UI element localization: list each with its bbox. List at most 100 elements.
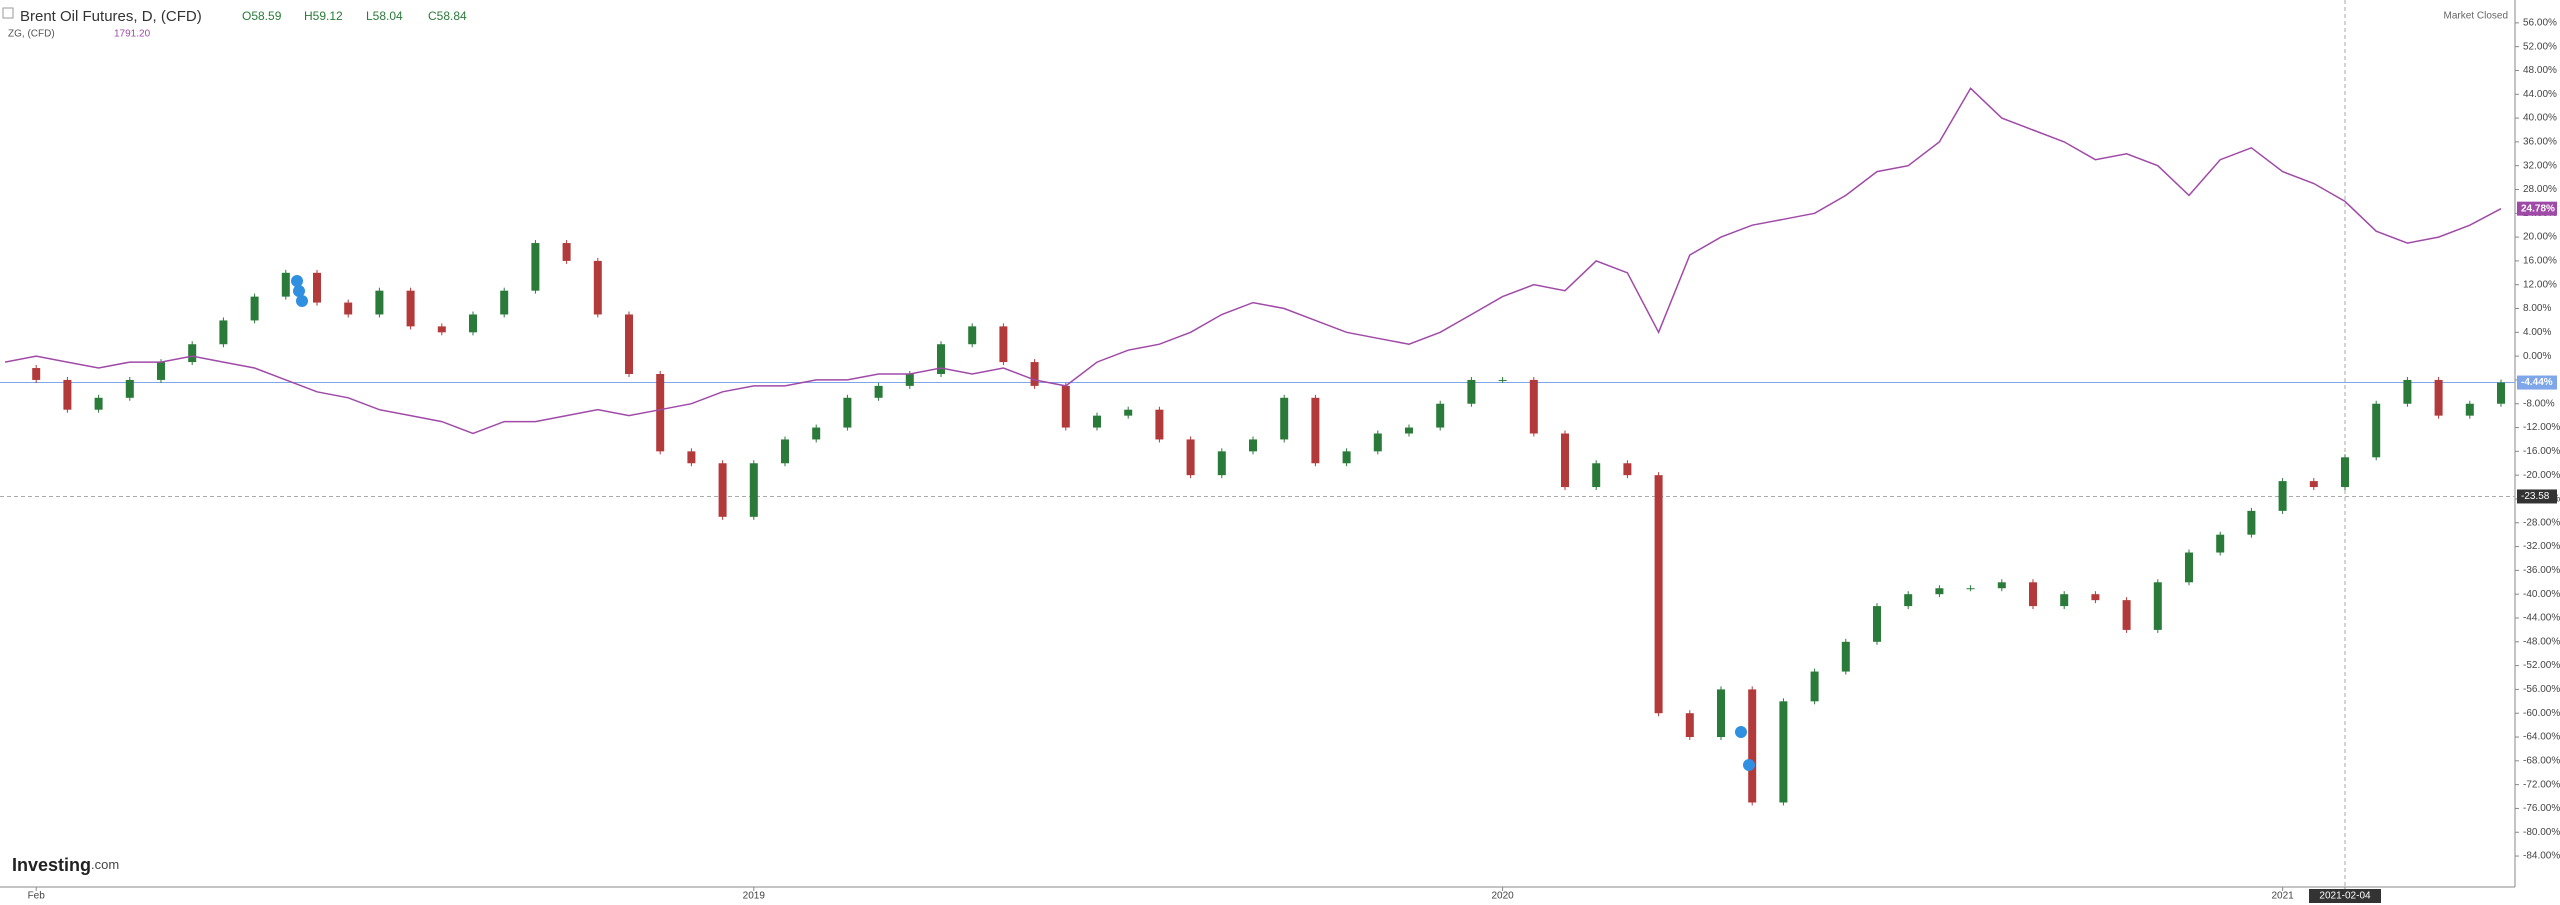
y-tick-label: 48.00% [2523, 65, 2557, 76]
candle [1748, 689, 1757, 803]
y-tick-label: 56.00% [2523, 17, 2557, 28]
y-tick-label: -44.00% [2523, 613, 2560, 624]
candle [2029, 582, 2037, 607]
candle [406, 290, 415, 327]
overlay-name: ZG, (CFD) [8, 29, 55, 40]
candle [375, 290, 384, 315]
candle [781, 439, 789, 464]
y-tick-label: -52.00% [2523, 660, 2560, 671]
x-tick-label: 2020 [1491, 891, 1514, 902]
y-tick-label: 4.00% [2523, 327, 2551, 338]
y-tick-label: 12.00% [2523, 279, 2557, 290]
last-value-label: 24.78% [2521, 203, 2555, 214]
y-tick-label: 20.00% [2523, 232, 2557, 243]
y-tick-label: -56.00% [2523, 684, 2560, 695]
event-marker[interactable] [293, 285, 305, 297]
y-tick-label: 16.00% [2523, 256, 2557, 267]
y-tick-label: 36.00% [2523, 137, 2557, 148]
candle [1280, 397, 1289, 440]
y-tick-label: -16.00% [2523, 446, 2560, 457]
candle [2341, 457, 2349, 488]
chart-title: Brent Oil Futures, D, (CFD) [20, 8, 202, 25]
y-tick-label: -28.00% [2523, 517, 2560, 528]
event-markers [291, 275, 1755, 771]
candle [1217, 451, 1226, 476]
candle [1779, 701, 1788, 803]
candle [1654, 475, 1663, 714]
candle [1467, 379, 1476, 404]
candle [63, 379, 72, 410]
candle [1685, 713, 1694, 738]
market-status: Market Closed [2444, 11, 2508, 22]
ohlc-value: H59.12 [304, 9, 343, 23]
crosshair-date: 2021-02-04 [2319, 891, 2371, 902]
candle [2185, 552, 2193, 583]
last-value-label: -4.44% [2521, 377, 2553, 388]
y-tick-label: 52.00% [2523, 41, 2557, 52]
ohlc-value: C58.84 [428, 9, 467, 23]
y-tick-label: -32.00% [2523, 541, 2560, 552]
candle [2465, 403, 2474, 416]
y-tick-label: -8.00% [2523, 398, 2555, 409]
candle [219, 320, 228, 345]
candle [2153, 582, 2162, 630]
candle [593, 260, 602, 315]
candle [1498, 379, 1507, 381]
y-tick-label: -80.00% [2523, 827, 2560, 838]
candle [1030, 362, 1039, 386]
y-tick-label: 40.00% [2523, 113, 2557, 124]
x-tick-label: 2021 [2271, 891, 2294, 902]
candle [562, 243, 571, 261]
candle [500, 290, 509, 315]
candle [1935, 588, 1944, 595]
y-tick-label: -40.00% [2523, 589, 2560, 600]
candle [1342, 451, 1351, 464]
candle [2122, 600, 2131, 630]
y-tick-label: 44.00% [2523, 89, 2557, 100]
candle [812, 427, 821, 440]
y-tick-label: -12.00% [2523, 422, 2560, 433]
candle [749, 463, 758, 517]
candle [2403, 379, 2412, 404]
candle [1093, 415, 1101, 428]
candle [1436, 403, 1445, 428]
candle [687, 451, 696, 464]
candle [2247, 510, 2256, 535]
candle [1124, 409, 1133, 416]
event-marker[interactable] [291, 275, 303, 287]
candle [1561, 433, 1569, 488]
candle [469, 314, 477, 333]
candle [157, 362, 165, 380]
crosshair-date-box [2309, 889, 2381, 903]
candle [1841, 641, 1850, 672]
y-tick-label: -64.00% [2523, 732, 2560, 743]
y-tick-label: 32.00% [2523, 160, 2557, 171]
y-tick-label: -84.00% [2523, 851, 2560, 862]
candle [1186, 439, 1195, 476]
candle [1997, 582, 2006, 589]
candle [2216, 534, 2225, 553]
event-marker[interactable] [296, 295, 308, 307]
ohlc-value: O58.59 [242, 9, 282, 23]
candle [94, 397, 103, 410]
y-tick-label: -72.00% [2523, 779, 2560, 790]
candle [1810, 671, 1819, 702]
event-marker[interactable] [1743, 759, 1755, 771]
brand-bold: Investing [12, 855, 91, 875]
overlay-price: 1791.20 [114, 29, 151, 40]
candle [1904, 594, 1913, 607]
candle [1529, 379, 1538, 434]
collapse-icon[interactable] [2, 7, 14, 19]
y-tick-label: -76.00% [2523, 803, 2560, 814]
event-marker[interactable] [1735, 726, 1747, 738]
candle [937, 344, 945, 374]
candle [188, 344, 197, 363]
ohlc-values: O58.59 H59.12 L58.04 C58.84 [242, 9, 467, 23]
candle [656, 373, 665, 452]
candle [2434, 379, 2443, 416]
candle [2497, 382, 2505, 404]
